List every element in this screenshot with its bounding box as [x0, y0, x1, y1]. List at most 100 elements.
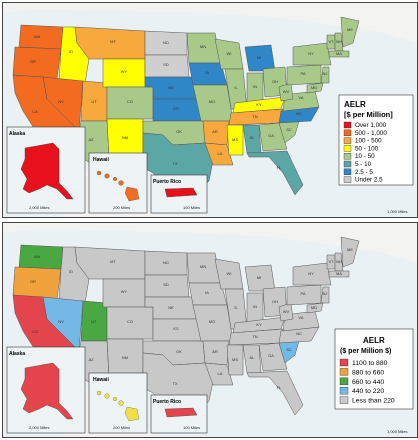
state-or [12, 266, 62, 300]
state-label-al: AL [250, 135, 256, 140]
alaska-title: Alaska [9, 351, 25, 357]
state-label-md: MD [311, 305, 317, 310]
legend-label: Less than 220 [352, 398, 395, 405]
hawaii-scale: 200 Miles [113, 425, 130, 430]
state-label-ut: UT [91, 319, 97, 324]
state-label-wv: WV [283, 89, 290, 94]
state-label-il: IL [234, 305, 238, 310]
state-label-id: ID [69, 269, 73, 274]
top-scale: 1,000 Miles [387, 209, 407, 214]
pr-title: Puerto Rico [153, 399, 181, 405]
state-label-mn: MN [200, 44, 206, 49]
state-label-il: IL [234, 85, 238, 90]
state-ms [226, 124, 244, 156]
legend-swatch [343, 176, 352, 183]
state-label-al: AL [250, 355, 256, 360]
legend-swatch [343, 121, 352, 129]
state-label-ut: UT [91, 99, 97, 104]
hawaii-islands [96, 390, 140, 422]
legend-swatch [343, 168, 352, 176]
top-map: WA OR CA ID NV UT AZ MT WY CO NM ND SD NE KS OK TX MN IA MO… [3, 3, 417, 217]
state-label-ky: KY [256, 102, 262, 107]
alaska-scale: 2,000 Miles [29, 205, 49, 210]
state-label-in: IN [253, 84, 257, 89]
state-label-nh: NH [336, 259, 342, 264]
state-ma [328, 50, 350, 58]
state-wa [18, 24, 64, 50]
state-label-mt: MT [110, 259, 116, 264]
legend-title-1: AELR [363, 336, 385, 345]
top-state-labels: WA OR CA ID NV UT AZ MT WY CO NM ND SD NE KS OK TX MN IA MO… [30, 27, 353, 170]
state-label-co: CO [127, 319, 133, 324]
pr-shape [164, 407, 198, 418]
state-label-nj: NJ [323, 71, 328, 76]
state-label-pa: PA [300, 71, 305, 76]
hawaii-islands [96, 170, 140, 202]
state-label-va: VA [298, 315, 303, 320]
state-label-ga: GA [268, 133, 274, 138]
top-map-panel: WA OR CA ID NV UT AZ MT WY CO NM ND SD NE KS OK TX MN IA MO… [2, 2, 418, 218]
state-label-wy: WY [121, 289, 128, 294]
state-ma [328, 270, 350, 278]
state-label-me: ME [347, 247, 353, 252]
puerto-rico-inset: Puerto Rico 100 Miles [150, 174, 208, 214]
state-label-la: LA [218, 371, 223, 376]
state-label-ks: KS [173, 106, 179, 111]
state-label-fl: FL [277, 385, 282, 390]
state-label-ma: MA [336, 51, 342, 56]
state-label-nh: NH [336, 39, 342, 44]
state-label-mi: MI [257, 275, 261, 280]
state-label-tn: TN [252, 334, 257, 339]
state-label-ca: CA [32, 329, 38, 334]
state-me [340, 236, 360, 268]
state-label-sc: SC [286, 127, 292, 132]
legend-swatch [339, 396, 349, 404]
state-md [306, 302, 324, 314]
pr-title: Puerto Rico [153, 179, 181, 185]
state-label-oh: OH [272, 79, 278, 84]
state-la [204, 362, 234, 386]
alaska-scale: 2,000 Miles [29, 425, 49, 430]
hawaii-scale: 200 Miles [113, 205, 130, 210]
state-label-nc: NC [296, 111, 302, 116]
legend-label: 660 to 440 [352, 379, 384, 386]
state-label-vt: VT [328, 259, 334, 264]
state-label-va: VA [298, 95, 303, 100]
legend-label: 100 - 500 [355, 138, 382, 145]
alaska-shape [20, 142, 74, 200]
bottom-legend: AELR ($ per Million $) 1100 to 880 880 to… [334, 328, 414, 410]
state-label-ms: MS [232, 357, 238, 362]
canada [3, 3, 417, 43]
alaska-shape [20, 362, 74, 420]
legend-swatch [339, 377, 349, 386]
state-label-sd: SD [163, 62, 169, 67]
state-label-mn: MN [200, 264, 206, 269]
state-label-ia: IA [205, 290, 209, 295]
state-label-or: OR [30, 59, 36, 64]
state-label-wa: WA [34, 254, 41, 259]
state-label-or: OR [30, 279, 36, 284]
state-label-tx: TX [172, 381, 177, 386]
state-label-ok: OK [176, 349, 182, 354]
state-label-az: AZ [88, 137, 94, 142]
state-label-co: CO [127, 99, 133, 104]
bottom-state-labels: WA OR CA ID NV UT AZ MT WY CO NM ND SD NE KS OK TX MN IA MO… [30, 247, 353, 390]
state-label-tx: TX [172, 161, 177, 166]
state-label-ne: NE [168, 305, 174, 310]
state-label-ma: MA [336, 271, 342, 276]
state-label-ny: NY [308, 51, 314, 56]
state-label-ar: AR [212, 349, 218, 354]
state-label-mi: MI [257, 55, 261, 60]
state-label-nv: NV [58, 99, 64, 104]
state-me [340, 16, 360, 48]
state-label-wy: WY [121, 69, 128, 74]
state-label-in: IN [253, 304, 257, 309]
state-ga [258, 122, 288, 152]
state-label-az: AZ [88, 357, 94, 362]
state-label-la: LA [218, 151, 223, 156]
state-label-ms: MS [232, 137, 238, 142]
state-label-wi: WI [227, 51, 232, 56]
legend-swatch [343, 152, 352, 160]
hawaii-title: Hawaii [93, 377, 109, 383]
